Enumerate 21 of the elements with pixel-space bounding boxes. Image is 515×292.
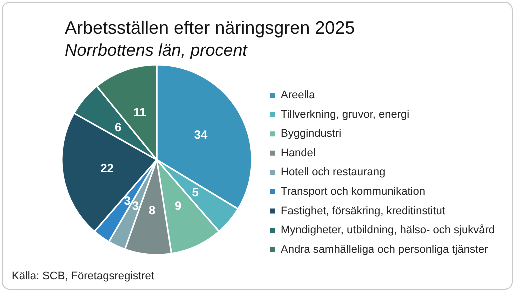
data-label: 3 bbox=[132, 198, 140, 213]
legend-label: Hotell och restaurang bbox=[281, 166, 386, 179]
legend-label: Byggindustri bbox=[281, 128, 342, 140]
chart-title: Arbetsställen efter näringsgren 2025 bbox=[65, 18, 356, 38]
data-label: 8 bbox=[148, 203, 156, 218]
legend-label: Transport och kommunikation bbox=[281, 186, 426, 198]
legend-label: Areella bbox=[281, 90, 316, 102]
legend-label: Fastighet, försäkring, kreditinstitut bbox=[281, 205, 446, 218]
legend-label: Handel bbox=[281, 147, 316, 160]
data-label: 3 bbox=[124, 194, 132, 208]
legend-label: Andra samhälleliga och personliga tjänster bbox=[281, 244, 489, 256]
legend-label: Myndigheter, utbildning, hälso- och sjukvård bbox=[281, 224, 496, 237]
data-label: 11 bbox=[134, 105, 147, 120]
chart-subtitle: Norrbottens län, procent bbox=[65, 41, 249, 60]
data-label: 9 bbox=[174, 198, 182, 213]
data-label: 34 bbox=[194, 128, 208, 142]
data-label: 6 bbox=[115, 120, 122, 134]
legend-label: Tillverkning, gruvor, energi bbox=[281, 108, 410, 121]
data-label: 22 bbox=[100, 162, 114, 176]
data-label: 5 bbox=[192, 186, 200, 200]
text: Källa: SCB, Företagsregistret bbox=[12, 270, 154, 282]
